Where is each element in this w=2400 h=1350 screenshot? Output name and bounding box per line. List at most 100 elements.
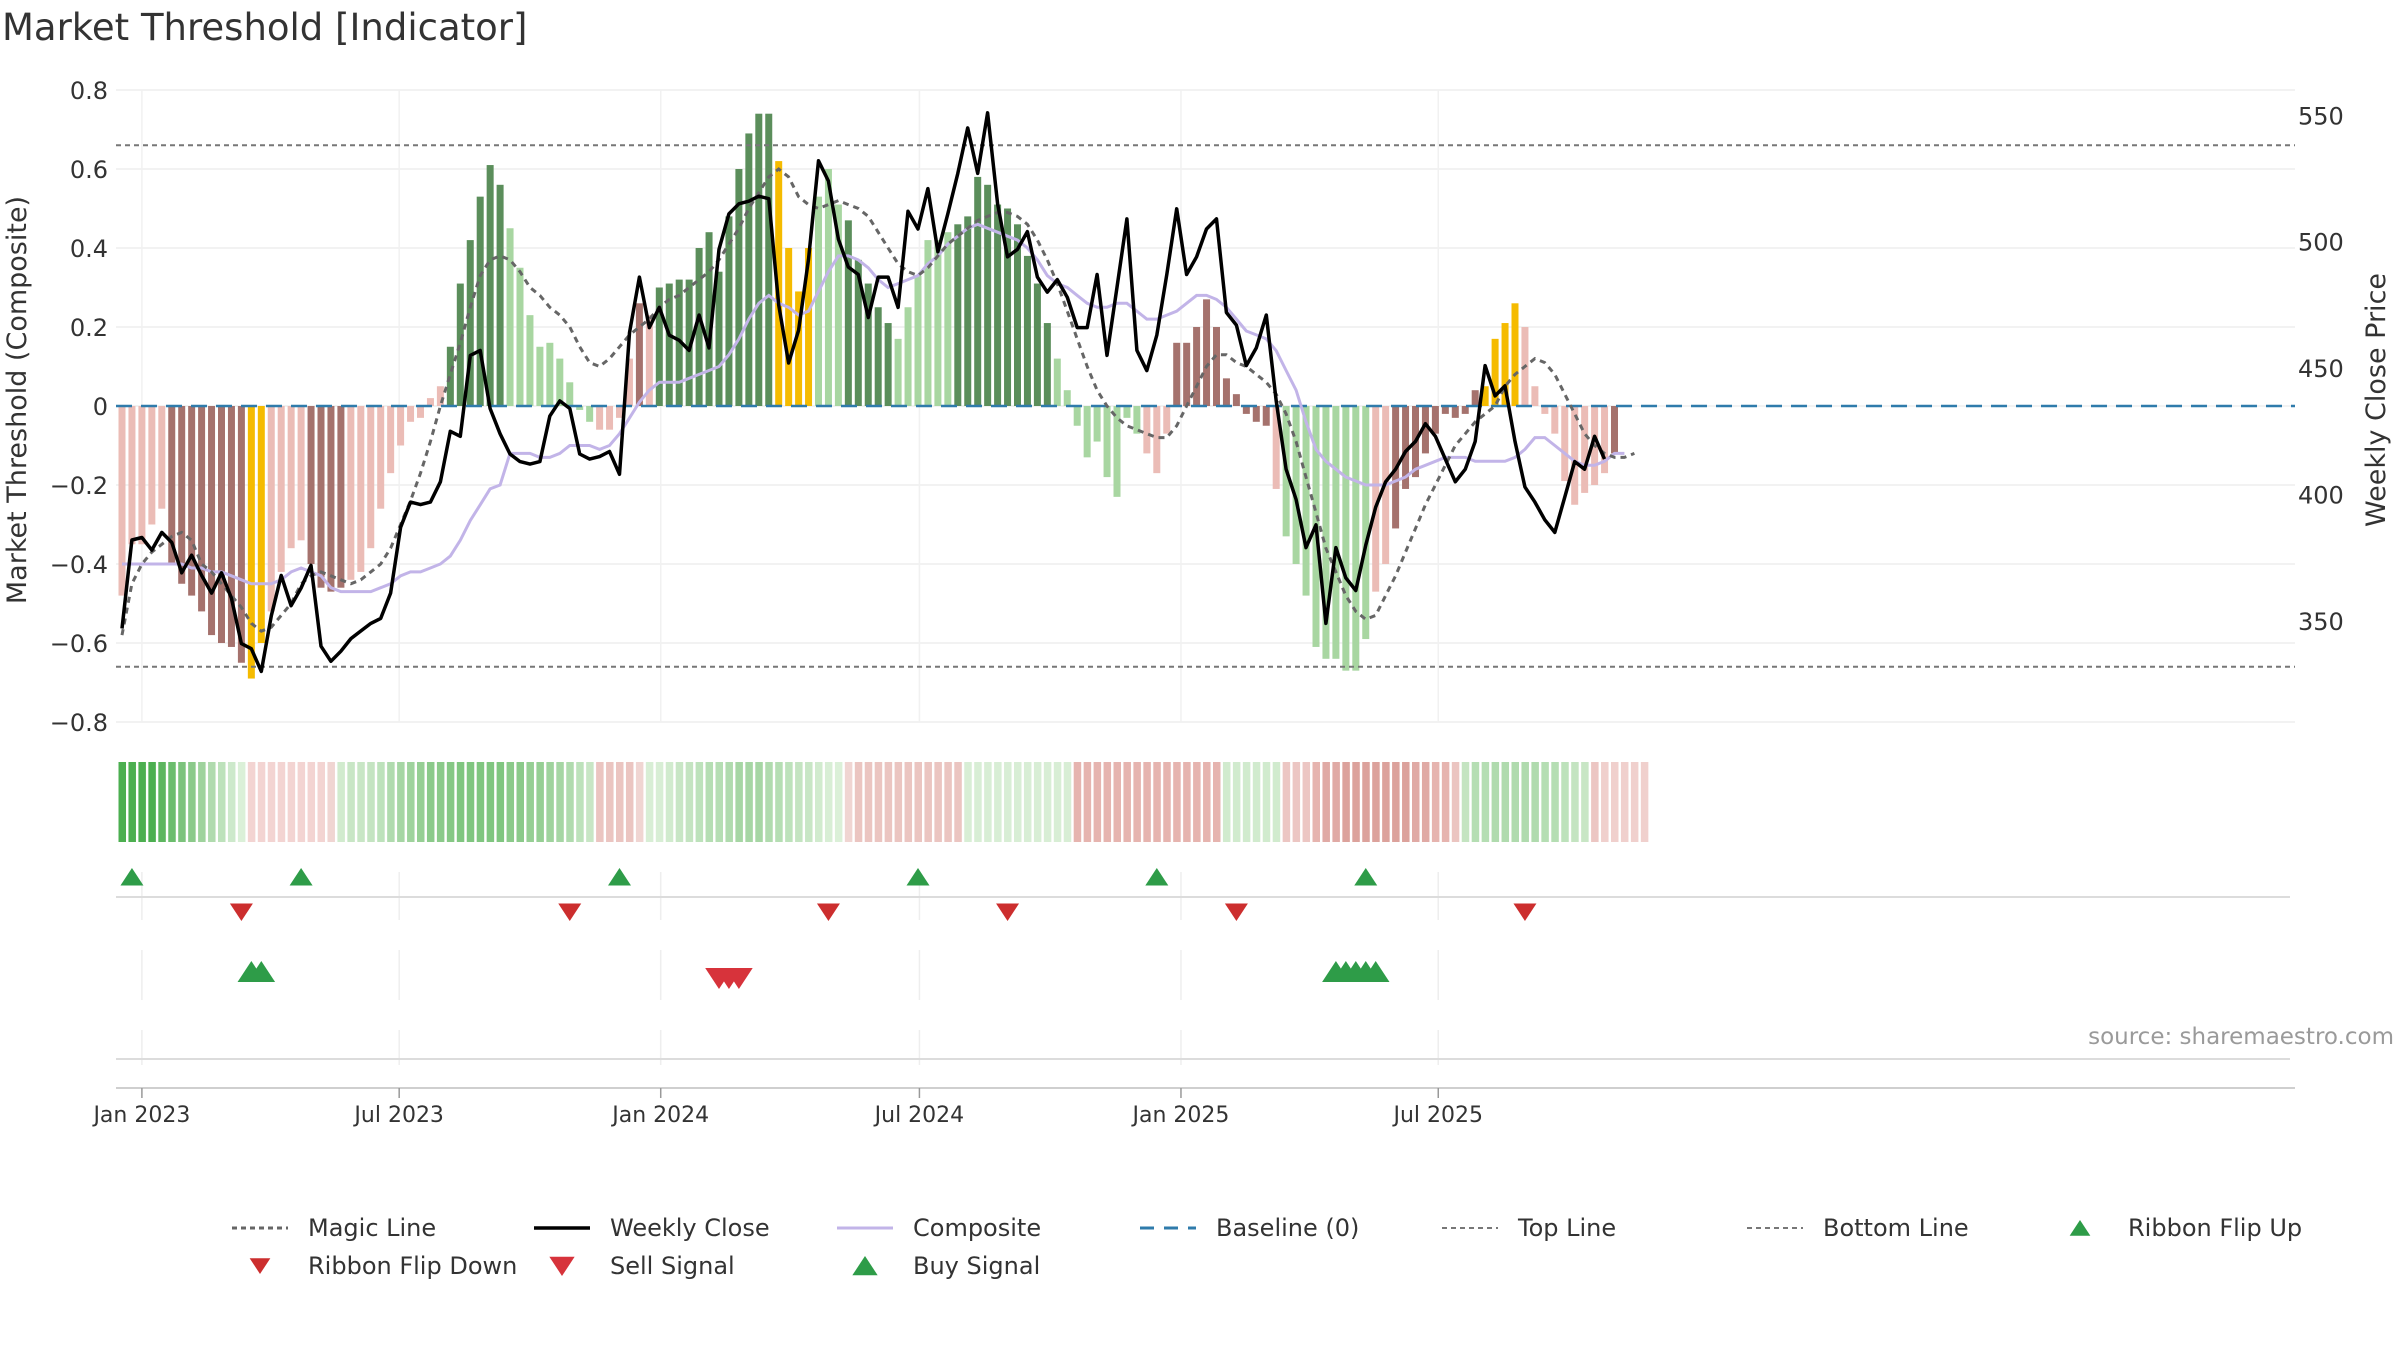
ribbon-cell	[1262, 762, 1271, 842]
ribbon-cell	[1073, 762, 1082, 842]
ribbon-cell	[1023, 762, 1032, 842]
ribbon-cell	[964, 762, 972, 842]
ribbon-cell	[1103, 762, 1112, 842]
composite-bar	[1491, 338, 1499, 406]
composite-bars	[118, 113, 1618, 679]
ribbon-cell	[407, 762, 415, 842]
composite-bar	[994, 204, 1002, 406]
composite-bar	[138, 406, 146, 545]
ribbon-cell	[1571, 762, 1579, 842]
ribbon-cell	[1232, 762, 1241, 842]
ribbon-cell	[1601, 762, 1609, 842]
ribbon-cell	[934, 762, 942, 842]
ribbon-cell	[1014, 762, 1022, 842]
ribbon-cell	[178, 762, 186, 842]
composite-bar	[118, 406, 126, 596]
composite-bar	[1252, 406, 1260, 422]
ribbon-cell	[834, 762, 843, 842]
ribbon-cell	[536, 762, 544, 842]
composite-bar	[815, 196, 822, 406]
ribbon-cell	[994, 762, 1002, 842]
ribbon-cell	[486, 762, 495, 842]
ribbon-cell	[377, 762, 385, 842]
composite-bar	[984, 184, 992, 406]
composite-bar	[1461, 406, 1469, 414]
ribbon-cell	[436, 762, 445, 842]
composite-bar	[1332, 406, 1340, 659]
ribbon-cell	[1113, 762, 1121, 842]
ribbon-cell	[665, 762, 674, 842]
ribbon-cell	[854, 762, 863, 842]
composite-bar	[725, 216, 733, 406]
composite-bar	[824, 169, 832, 406]
ribbon-cell	[606, 762, 614, 842]
composite-bar	[337, 406, 345, 588]
composite-bar	[148, 406, 156, 525]
composite-bar	[1023, 255, 1031, 406]
ribbon-strip	[118, 762, 1649, 842]
flipdown-legend-icon	[249, 1258, 271, 1274]
ribbon-cell	[904, 762, 913, 842]
ribbon-cell	[476, 762, 485, 842]
ribbon-cell	[317, 762, 325, 842]
composite-bar	[795, 291, 803, 406]
y-right-tick-label: 550	[2298, 102, 2344, 130]
ribbon-cell	[824, 762, 833, 842]
buy-legend-icon	[852, 1256, 878, 1276]
ribbon-cell	[974, 762, 982, 842]
ribbon-cell	[735, 762, 743, 842]
composite-bar	[1183, 342, 1191, 406]
flipup-legend-icon	[2069, 1220, 2091, 1236]
composite-bar	[516, 267, 524, 406]
bottom-legend-icon	[1747, 1227, 1803, 1229]
composite-bar	[735, 169, 743, 406]
ribbon-cell	[1481, 762, 1490, 842]
ribbon-flip-down-marker	[816, 903, 840, 921]
ribbon-cell	[417, 762, 425, 842]
ribbon-cell	[635, 762, 644, 842]
ribbon-cell	[645, 762, 654, 842]
y-axis-left-label: Market Threshold (Composite)	[2, 196, 33, 604]
ribbon-cell	[1322, 762, 1330, 842]
composite-bar	[257, 406, 265, 643]
composite-bar	[566, 382, 574, 406]
composite-bar	[765, 113, 773, 406]
composite-bar	[327, 406, 335, 592]
ribbon-cell	[884, 762, 893, 842]
composite-bar	[775, 161, 783, 406]
ribbon-cell	[138, 762, 146, 842]
ribbon-cell	[158, 762, 166, 842]
ribbon-cell	[426, 762, 435, 842]
composite-bar	[1571, 406, 1579, 505]
ribbon-cell	[1203, 762, 1211, 842]
ribbon-cell	[954, 762, 962, 842]
ribbon-cell	[864, 762, 873, 842]
chart-title: Market Threshold [Indicator]	[2, 6, 528, 49]
ribbon-cell	[924, 762, 932, 842]
ribbon-cell	[1143, 762, 1151, 842]
ribbon-cell	[815, 762, 823, 842]
composite-bar	[1073, 406, 1081, 426]
legend-label: Weekly Close	[610, 1214, 770, 1242]
ribbon-cell	[1043, 762, 1052, 842]
ribbon-cell	[208, 762, 216, 842]
composite-bar	[1242, 406, 1250, 414]
composite-bar	[1352, 406, 1360, 671]
ribbon-cell	[1153, 762, 1161, 842]
ribbon-cell	[1531, 762, 1539, 842]
x-tick-label: Jan 2023	[91, 1103, 190, 1128]
ribbon-cell	[1183, 762, 1191, 842]
legend-item-magic: Magic Line	[230, 1208, 436, 1248]
composite-bar	[844, 220, 852, 406]
legend-label: Buy Signal	[913, 1252, 1041, 1280]
ribbon-flip-down-marker	[1224, 903, 1248, 921]
composite-bar	[128, 406, 136, 545]
composite-bar	[476, 196, 484, 406]
composite-bar	[1143, 406, 1151, 454]
composite-bar	[188, 406, 196, 596]
composite-bar	[715, 271, 723, 406]
composite-bar	[1213, 327, 1220, 406]
y-left-tick-label: 0.8	[70, 77, 108, 105]
ribbon-cell	[1640, 762, 1649, 842]
ribbon-cell	[1083, 762, 1092, 842]
